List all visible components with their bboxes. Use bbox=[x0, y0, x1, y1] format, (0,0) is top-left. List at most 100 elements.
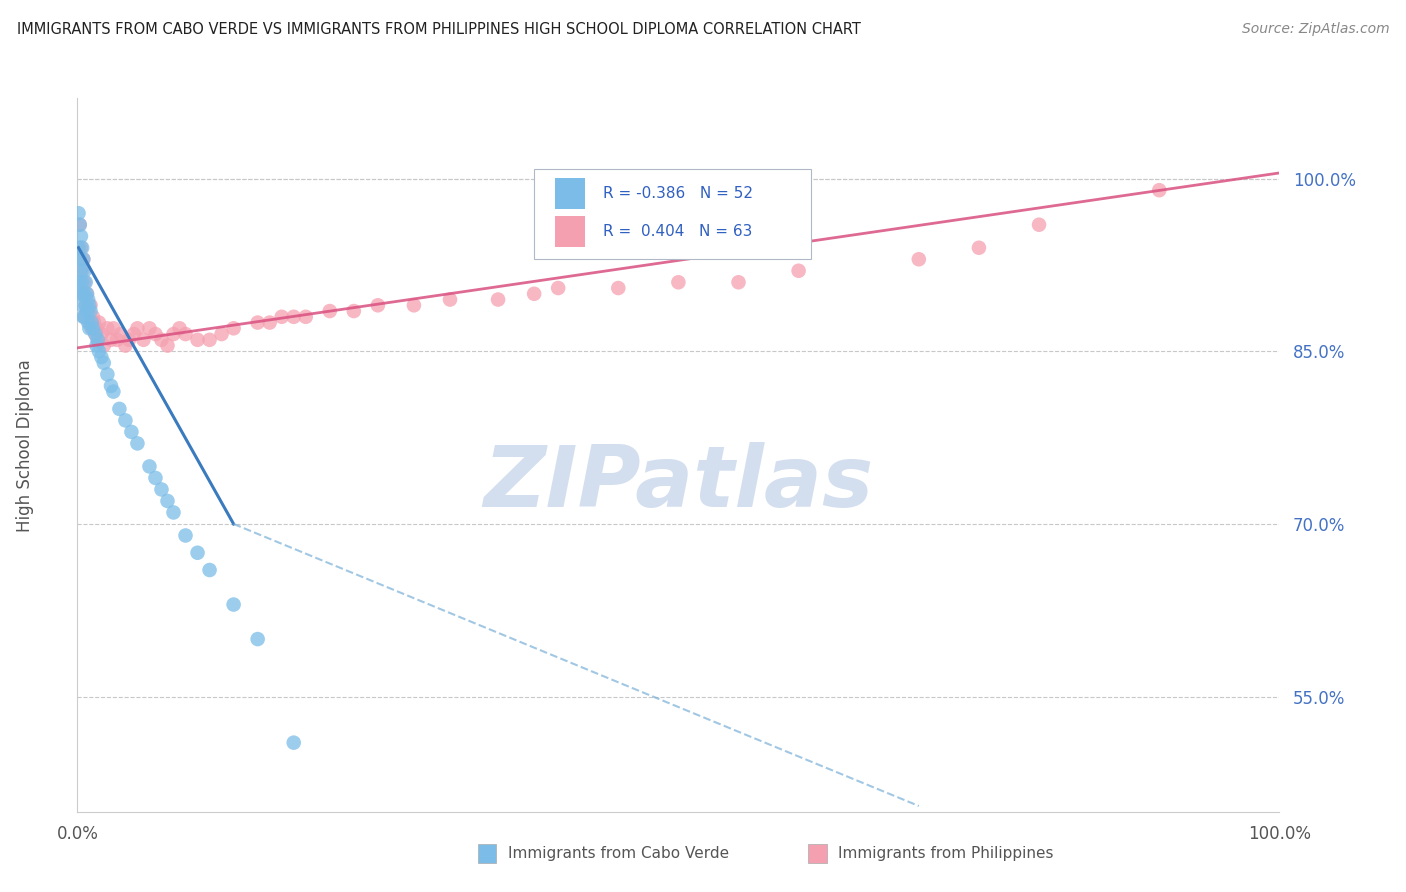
Point bbox=[80, 316, 103, 330]
Point bbox=[174, 528, 197, 542]
Point bbox=[77, 304, 100, 318]
Point bbox=[80, 321, 103, 335]
Point bbox=[120, 425, 142, 439]
Point bbox=[87, 333, 110, 347]
Point bbox=[150, 333, 173, 347]
Point bbox=[186, 333, 209, 347]
Point bbox=[145, 327, 167, 342]
Point bbox=[72, 286, 94, 301]
Point bbox=[138, 321, 160, 335]
Point bbox=[67, 206, 90, 220]
Point bbox=[162, 327, 184, 342]
Text: IMMIGRANTS FROM CABO VERDE VS IMMIGRANTS FROM PHILIPPINES HIGH SCHOOL DIPLOMA CO: IMMIGRANTS FROM CABO VERDE VS IMMIGRANTS… bbox=[17, 22, 860, 37]
Point bbox=[127, 436, 149, 450]
Point bbox=[110, 327, 132, 342]
Point bbox=[259, 316, 281, 330]
Point bbox=[86, 321, 108, 335]
Point bbox=[70, 264, 93, 278]
Text: R = -0.386   N = 52: R = -0.386 N = 52 bbox=[603, 186, 752, 202]
Point bbox=[150, 483, 173, 497]
Point bbox=[1028, 218, 1050, 232]
Point bbox=[76, 304, 98, 318]
Point bbox=[86, 338, 108, 352]
Point bbox=[76, 286, 98, 301]
Text: High School Diploma: High School Diploma bbox=[17, 359, 34, 533]
Point bbox=[87, 344, 110, 359]
Text: Immigrants from Philippines: Immigrants from Philippines bbox=[838, 847, 1053, 861]
Point bbox=[727, 275, 749, 289]
Point bbox=[174, 327, 197, 342]
Point bbox=[96, 321, 118, 335]
Point bbox=[198, 563, 221, 577]
Point bbox=[402, 298, 425, 312]
Point bbox=[156, 494, 179, 508]
Point bbox=[169, 321, 191, 335]
Point bbox=[96, 368, 118, 382]
Point bbox=[105, 333, 128, 347]
Point bbox=[343, 304, 366, 318]
Point bbox=[84, 327, 107, 342]
Point bbox=[127, 321, 149, 335]
Point bbox=[967, 241, 990, 255]
Point bbox=[270, 310, 292, 324]
Text: Immigrants from Cabo Verde: Immigrants from Cabo Verde bbox=[508, 847, 728, 861]
Point bbox=[77, 293, 100, 307]
Point bbox=[198, 333, 221, 347]
Point bbox=[73, 310, 96, 324]
Point bbox=[607, 281, 630, 295]
Point bbox=[787, 264, 810, 278]
FancyBboxPatch shape bbox=[554, 216, 585, 247]
Point bbox=[156, 338, 179, 352]
Point bbox=[132, 333, 155, 347]
Point bbox=[93, 338, 115, 352]
Point bbox=[79, 298, 101, 312]
Point bbox=[70, 286, 93, 301]
Point bbox=[75, 298, 97, 312]
Point bbox=[69, 218, 91, 232]
Point bbox=[69, 252, 91, 267]
Point bbox=[1149, 183, 1171, 197]
Point bbox=[79, 316, 101, 330]
Point bbox=[82, 321, 104, 335]
Point bbox=[82, 310, 104, 324]
Point bbox=[73, 264, 96, 278]
Point bbox=[122, 327, 145, 342]
Point bbox=[138, 459, 160, 474]
Point bbox=[668, 275, 690, 289]
Point bbox=[73, 310, 96, 324]
Point bbox=[103, 321, 125, 335]
Point bbox=[222, 321, 245, 335]
Point bbox=[103, 384, 125, 399]
Point bbox=[83, 316, 105, 330]
Point bbox=[211, 327, 233, 342]
Point bbox=[70, 229, 93, 244]
Point bbox=[72, 286, 94, 301]
Point bbox=[70, 275, 93, 289]
Point bbox=[72, 310, 94, 324]
Text: R =  0.404   N = 63: R = 0.404 N = 63 bbox=[603, 224, 752, 239]
Point bbox=[283, 310, 305, 324]
Point bbox=[69, 275, 91, 289]
Point bbox=[523, 286, 546, 301]
Point bbox=[367, 298, 389, 312]
Point bbox=[90, 327, 112, 342]
Point bbox=[67, 241, 90, 255]
Point bbox=[186, 546, 209, 560]
Point bbox=[439, 293, 461, 307]
Point bbox=[73, 286, 96, 301]
Point bbox=[93, 356, 115, 370]
Point bbox=[114, 413, 136, 427]
Point bbox=[100, 333, 122, 347]
Point bbox=[70, 241, 93, 255]
Point bbox=[547, 281, 569, 295]
Point bbox=[70, 298, 93, 312]
Point bbox=[75, 275, 97, 289]
Point bbox=[87, 316, 110, 330]
Point bbox=[70, 264, 93, 278]
Point bbox=[908, 252, 931, 267]
Point bbox=[90, 350, 112, 364]
Point bbox=[246, 632, 269, 646]
Point bbox=[100, 379, 122, 393]
Text: Source: ZipAtlas.com: Source: ZipAtlas.com bbox=[1241, 22, 1389, 37]
Point bbox=[79, 304, 101, 318]
